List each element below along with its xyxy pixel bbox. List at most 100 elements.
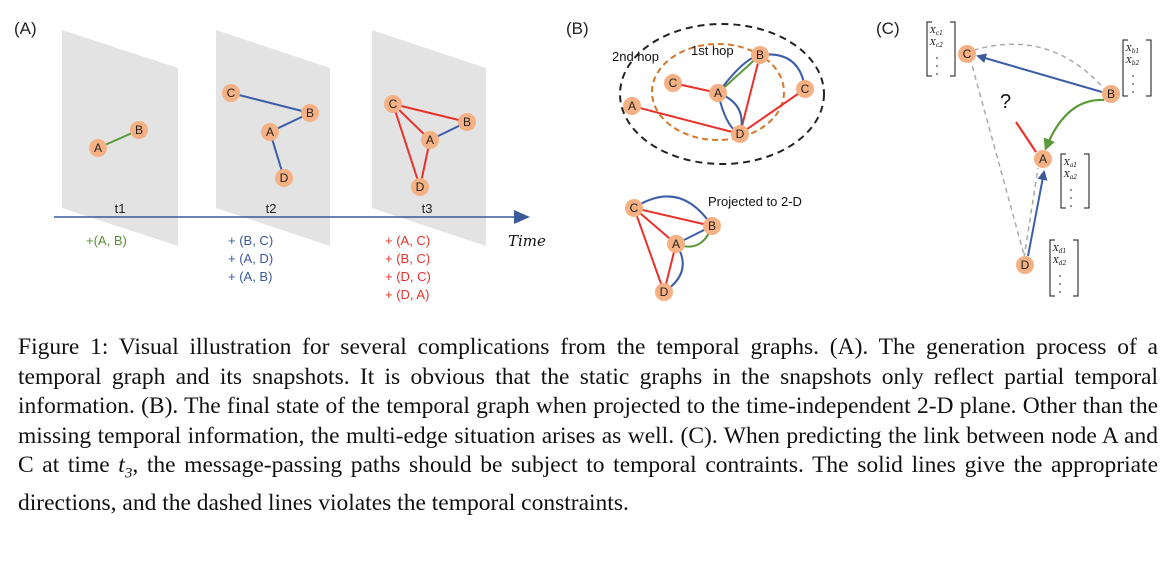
node-b-a: A [709,84,727,102]
svg-text:Xb1: Xb1 [1125,44,1139,55]
edge-b-dc [739,88,806,135]
node-b-b: B [751,46,769,64]
svg-text:C: C [963,47,972,61]
panel-c-label: (C) [876,19,900,38]
node-t2-c: C [222,84,240,102]
svg-text:C: C [389,97,398,111]
svg-text:B: B [306,106,314,120]
node-c-c: C [958,45,976,63]
edge-c-red-ac [1015,121,1037,153]
svg-text:C: C [801,82,810,96]
svg-text:C: C [630,201,639,215]
node-b-d: D [731,125,749,143]
edge-p-ca [633,207,677,245]
hop2-boundary [619,23,825,165]
caption-text-2: , the message-passing paths should be su… [18,452,1159,517]
feature-vector-b: Xb1 Xb2 [1122,39,1152,97]
node-t2-b: B [301,104,319,122]
svg-text:B: B [756,48,764,62]
edge-b-ab-green [717,54,761,94]
svg-text:A: A [1039,152,1047,166]
svg-text:D: D [280,171,289,185]
hop1-label: 1st hop [691,43,734,58]
svg-text:B: B [135,123,143,137]
svg-text:A: A [714,86,722,100]
svg-text:D: D [416,180,425,194]
edge-p-cb-blue [633,195,713,227]
svg-text:Xc1: Xc1 [929,26,943,37]
panel-a: (A) Time t1 t2 t3 +(A, B) + (B, C) + (A,… [14,19,546,302]
feature-vector-c: Xc1 Xc2 [926,21,956,77]
node-t3-c: C [384,95,402,113]
event-t2-1: + (B, C) [228,233,273,248]
node-p-a: A [667,235,685,253]
node-t3-a: A [421,131,439,149]
event-t3-2: + (B, C) [385,251,430,266]
edge-c-blue-da [1027,170,1048,257]
edge-c-green-ba [1043,98,1105,151]
node-t1-b: B [130,121,148,139]
node-p-b: B [703,217,721,235]
svg-text:Xb2: Xb2 [1125,56,1140,67]
svg-text:Xa1: Xa1 [1063,158,1077,169]
svg-text:A: A [94,141,102,155]
node-b-c: C [664,74,682,92]
svg-text:B: B [463,115,471,129]
svg-text:A: A [628,99,636,113]
figure-1: (A) Time t1 t2 t3 +(A, B) + (B, C) + (A,… [14,19,1152,302]
svg-text:B: B [1107,87,1115,101]
panel-a-label: (A) [14,19,37,38]
feature-vector-d: Xd1 Xd2 [1049,239,1079,297]
edge-b-a2d [631,105,741,135]
node-t1-a: A [89,139,107,157]
edge-c-dashed-bc [967,43,1108,93]
svg-text:C: C [227,86,236,100]
hop2-label: 2nd hop [612,49,659,64]
edge-c-blue-bc [976,53,1103,93]
node-p-c: C [625,199,643,217]
svg-text:A: A [266,125,274,139]
edge-t3-cb [392,103,468,123]
event-t3-4: + (D, A) [385,287,429,302]
node-t2-d: D [275,169,293,187]
node-b-a-outer: A [623,97,641,115]
event-t3-1: + (A, C) [385,233,430,248]
edge-t3-cd [392,103,421,188]
svg-text:Xd1: Xd1 [1052,244,1066,255]
svg-text:C: C [669,76,678,90]
time-label-t2: t2 [266,201,277,216]
feature-vector-a: Xa1 Xa2 [1060,153,1090,209]
node-b-c-outer: C [796,80,814,98]
caption-time-t3: t3 [118,452,133,482]
link-question: ? [1000,91,1011,113]
svg-text:B: B [708,219,716,233]
svg-text:Xc2: Xc2 [929,38,943,49]
svg-text:Xd2: Xd2 [1052,256,1067,267]
projected-label: Projected to 2-D [708,194,802,209]
hop1-boundary [651,43,785,141]
caption-text-1: Figure 1: Visual illustration for severa… [18,334,1158,478]
node-p-d: D [655,283,673,301]
event-t1-1: +(A, B) [86,233,127,248]
svg-text:D: D [1021,258,1030,272]
time-label-t3: t3 [422,201,433,216]
node-c-b: B [1102,85,1120,103]
node-c-d: D [1016,256,1034,274]
svg-text:A: A [672,237,680,251]
edge-t2-cb [230,92,311,114]
time-axis-label: Time [508,232,546,250]
node-t2-a: A [261,123,279,141]
figure-caption: Figure 1: Visual illustration for severa… [18,333,1158,519]
svg-text:D: D [736,127,745,141]
svg-text:D: D [660,285,669,299]
node-t3-b: B [458,113,476,131]
svg-text:A: A [426,133,434,147]
event-t3-3: + (D, C) [385,269,431,284]
panel-c: (C) ? C B A D Xc1 Xc2 Xb1 Xb2 [876,19,1152,297]
event-t2-3: + (A, B) [228,269,272,284]
event-t2-2: + (A, D) [228,251,273,266]
edge-c-dashed-da [1023,167,1039,259]
node-c-a: A [1034,150,1052,168]
edge-b-bd [739,54,761,135]
panel-b-label: (B) [566,19,589,38]
